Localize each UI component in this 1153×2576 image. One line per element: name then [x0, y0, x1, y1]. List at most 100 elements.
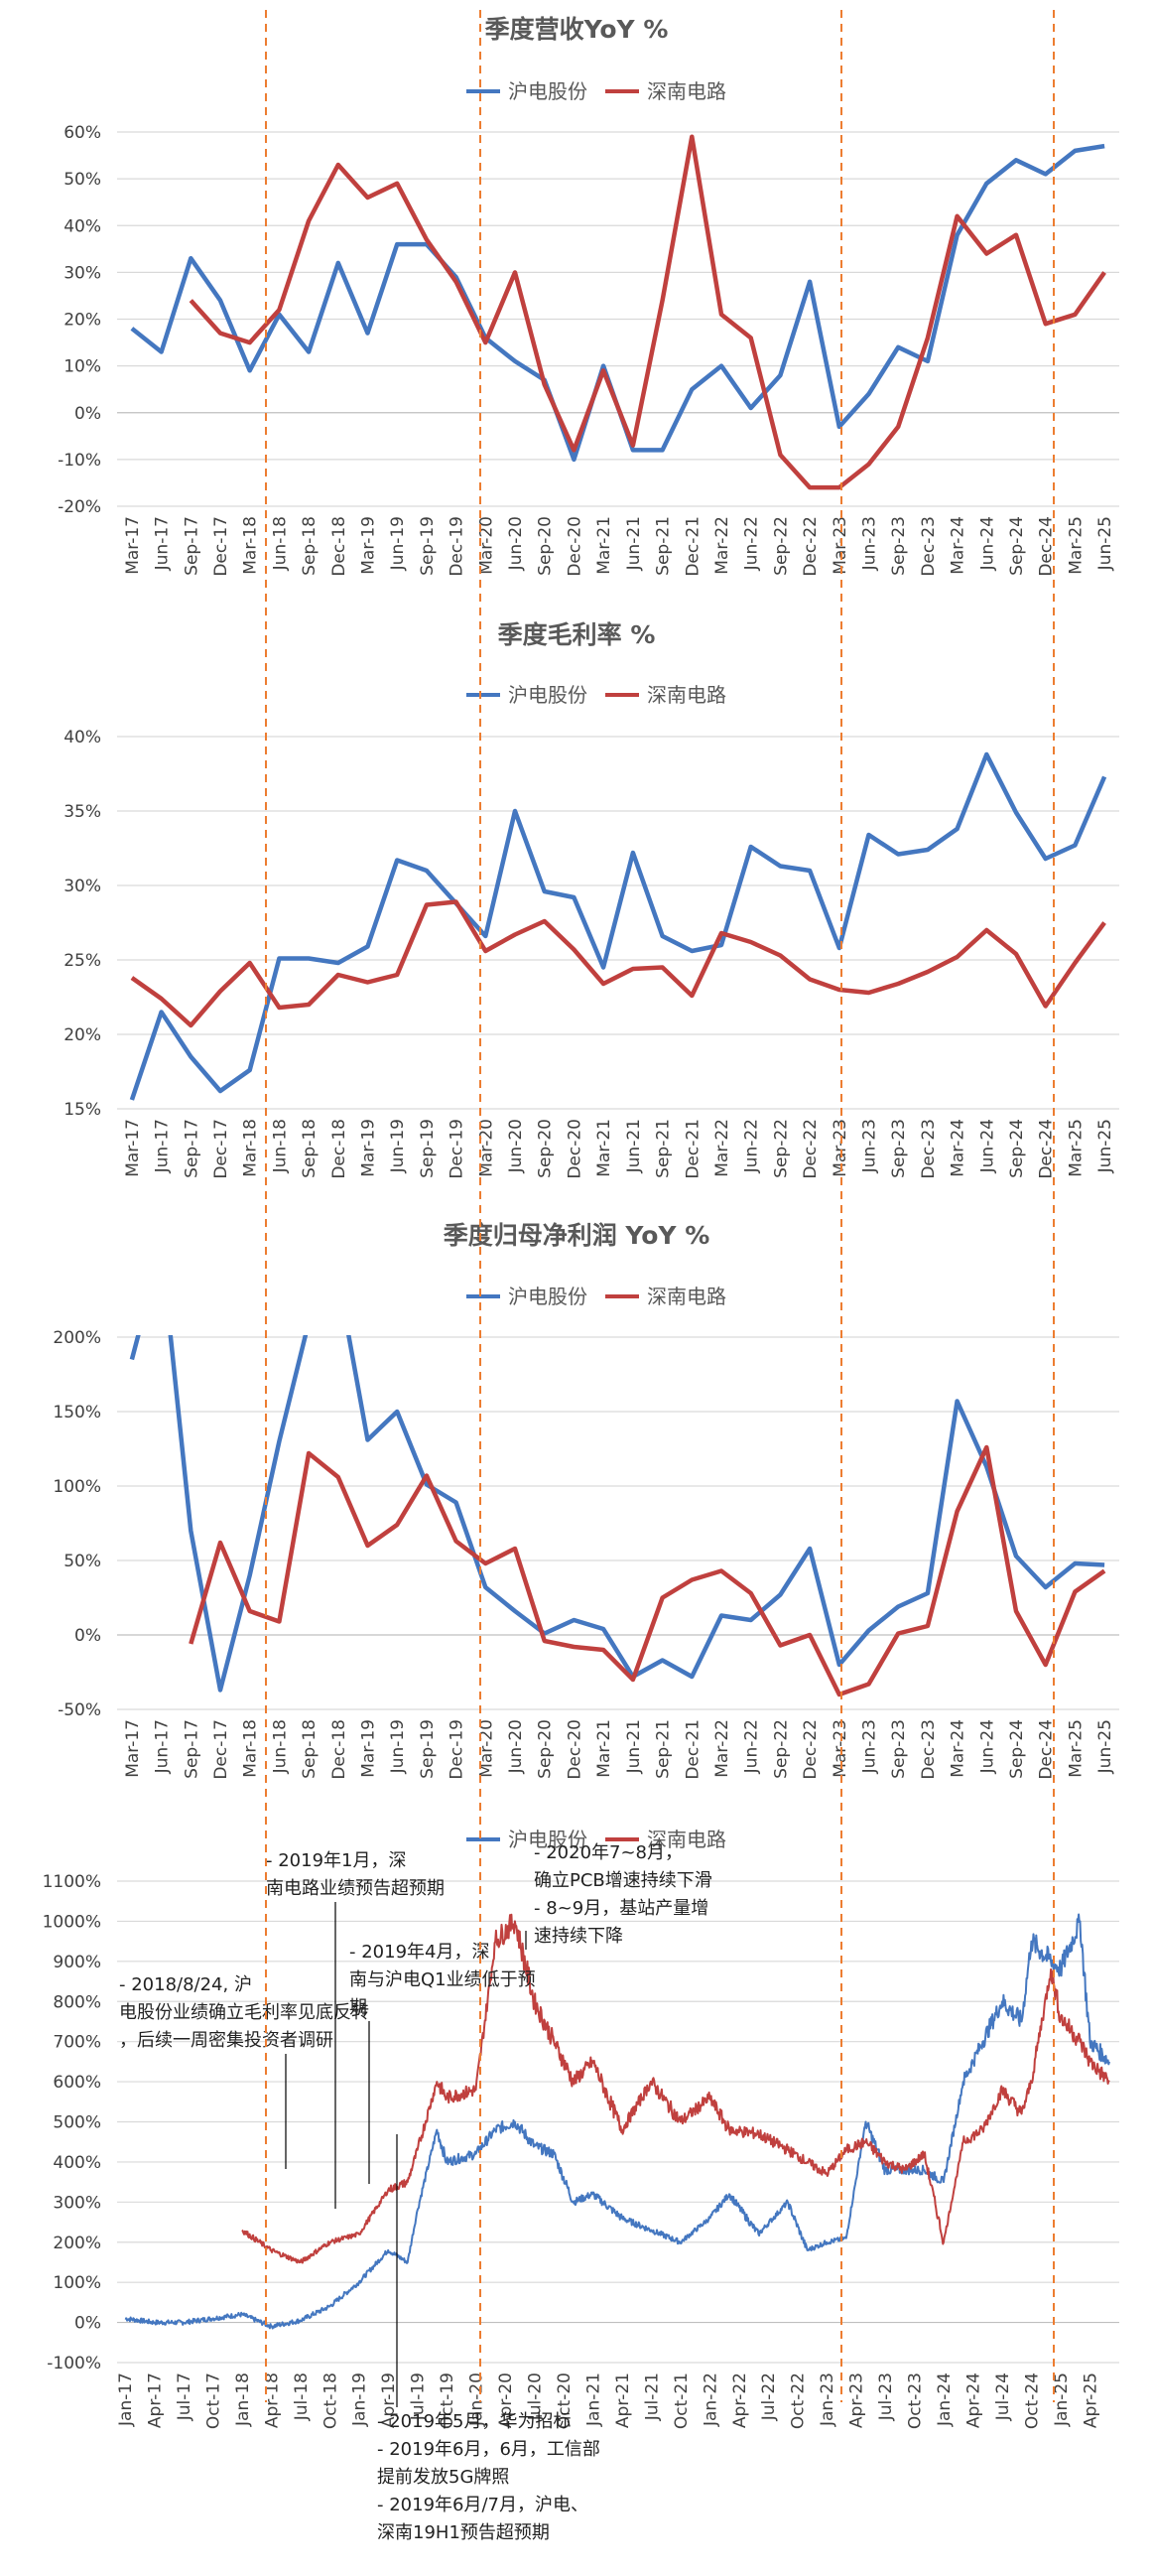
series-line-shennan: [189, 1444, 1106, 1697]
x-tick-label: Dec-23: [919, 516, 939, 577]
chart-title: 季度毛利率 %: [498, 620, 656, 649]
x-tick-label: Sep-20: [536, 1719, 556, 1779]
y-tick-label: 0%: [74, 404, 101, 424]
x-tick-label: Mar-23: [831, 516, 850, 575]
series-line-shennan: [130, 899, 1106, 1028]
y-tick-label: 1000%: [43, 1912, 101, 1932]
y-tick-label: 300%: [53, 2193, 101, 2213]
series-line-hudian: [129, 1335, 1105, 1693]
y-tick-label: 800%: [53, 1992, 101, 2012]
x-tick-label: Sep-18: [300, 1119, 320, 1178]
x-tick-label: Oct-19: [438, 2373, 457, 2429]
x-tick-label: Sep-22: [771, 1719, 791, 1779]
x-tick-label: Dec-18: [329, 1719, 349, 1780]
x-tick-label: Mar-19: [359, 1719, 379, 1778]
x-tick-label: Sep-22: [771, 1119, 791, 1178]
x-tick-label: Dec-24: [1037, 1119, 1057, 1179]
y-tick-label: 700%: [53, 2033, 101, 2053]
x-tick-label: Jul-22: [759, 2373, 779, 2421]
annotation-text: - 2019年4月，深南与沪电Q1业绩低于预期: [349, 1942, 536, 2018]
x-tick-label: Sep-24: [1007, 1119, 1027, 1178]
y-tick-label: 60%: [64, 123, 101, 143]
x-tick-label: Jan-21: [583, 2373, 603, 2427]
y-tick-label: 25%: [64, 951, 101, 971]
x-tick-label: Jun-18: [270, 1719, 290, 1774]
x-tick-label: Dec-17: [211, 1719, 231, 1780]
x-tick-label: Jan-18: [233, 2373, 253, 2427]
legend-label-shennan: 深南电路: [647, 683, 726, 707]
y-tick-label: 1100%: [43, 1872, 101, 1892]
x-tick-label: Jan-23: [818, 2373, 837, 2427]
x-tick-label: Oct-24: [1022, 2373, 1042, 2429]
legend-label-hudian: 沪电股份: [508, 1285, 587, 1308]
x-tick-label: Jun-21: [624, 516, 644, 571]
x-tick-label: Oct-20: [555, 2373, 575, 2429]
x-tick-label: Jul-24: [993, 2373, 1013, 2421]
x-tick-label: Jan-19: [350, 2373, 370, 2427]
x-tick-label: Jun-17: [153, 516, 173, 571]
x-tick-label: Mar-20: [476, 1719, 496, 1778]
x-tick-label: Jul-21: [642, 2373, 662, 2421]
y-tick-label: 30%: [64, 877, 101, 896]
x-tick-label: Sep-23: [889, 1119, 909, 1178]
x-tick-label: Jun-19: [388, 516, 408, 571]
chart-stock-performance: 沪电股份 深南电路 -100% 0% 100% 200% 300% 400% 500% 600% 7…: [43, 1828, 1119, 2543]
series-line-hudian: [129, 751, 1107, 1101]
x-tick-label: Sep-20: [536, 1119, 556, 1178]
y-tick-label: 40%: [64, 216, 101, 236]
y-tick-label: 15%: [64, 1100, 101, 1120]
x-tick-label: Dec-23: [919, 1719, 939, 1780]
x-tick-label: Jun-20: [506, 1719, 526, 1774]
x-tick-label: Jul-23: [876, 2373, 896, 2421]
legend-label-hudian: 沪电股份: [508, 1828, 587, 1851]
y-tick-label: -100%: [47, 2354, 101, 2373]
x-tick-label: Jun-24: [977, 1119, 997, 1173]
annotation: - 2019年4月，深南与沪电Q1业绩低于预期: [349, 1942, 536, 2184]
x-tick-label: Sep-22: [771, 516, 791, 576]
legend-label-shennan: 深南电路: [647, 79, 726, 103]
x-tick-label: Apr-24: [963, 2373, 983, 2428]
annotation: - 2018/8/24, 沪电股份业绩确立毛利率见底反转，后续一周密集投资者调研: [119, 1974, 369, 2169]
x-tick-label: Apr-18: [262, 2373, 282, 2428]
x-tick-label: Sep-17: [182, 1719, 201, 1779]
chart-title: 季度归母净利润 YoY %: [444, 1221, 710, 1250]
x-tick-label: Jan-20: [467, 2373, 487, 2427]
x-tick-label: Jan-25: [1052, 2373, 1072, 2427]
x-tick-label: Dec-20: [565, 1119, 584, 1179]
y-tick-label: 50%: [64, 1552, 101, 1571]
y-tick-label: 30%: [64, 263, 101, 283]
x-tick-label: Jul-18: [292, 2373, 312, 2421]
y-tick-label: -20%: [58, 497, 101, 517]
x-tick-label: Jun-23: [860, 1719, 880, 1774]
x-tick-label: Sep-20: [536, 516, 556, 576]
x-tick-label: Jan-24: [935, 2373, 955, 2427]
x-tick-label: Dec-19: [448, 1719, 467, 1780]
y-tick-label: 0%: [74, 1626, 101, 1646]
annotation: - 2020年7~8月，确立PCB增速持续下滑- 8~9月，基站产量增速持续下降: [525, 1842, 712, 1950]
y-tick-label: 100%: [53, 1477, 101, 1497]
chart-net-profit-yoy: 季度归母净利润 YoY % 沪电股份 深南电路 -50% 0% 50% 100% 150% 20…: [53, 1221, 1119, 1780]
x-tick-label: Mar-22: [712, 1119, 732, 1177]
x-tick-label: Dec-18: [329, 1119, 349, 1179]
x-tick-label: Dec-17: [211, 1119, 231, 1179]
x-tick-label: Mar-18: [241, 516, 261, 575]
y-tick-label: 400%: [53, 2153, 101, 2173]
y-tick-label: -50%: [58, 1700, 101, 1720]
y-tick-label: 150%: [53, 1403, 101, 1423]
y-tick-label: 35%: [64, 802, 101, 822]
x-tick-label: Mar-25: [1066, 1119, 1086, 1177]
x-tick-label: Jun-24: [977, 1719, 997, 1774]
x-tick-label: Oct-23: [906, 2373, 926, 2429]
x-tick-label: Mar-20: [476, 516, 496, 575]
y-tick-label: 600%: [53, 2073, 101, 2093]
legend-label-hudian: 沪电股份: [508, 683, 587, 707]
x-tick-label: Mar-19: [359, 1119, 379, 1177]
x-tick-label: Sep-21: [654, 516, 674, 576]
x-tick-label: Mar-19: [359, 516, 379, 575]
x-tick-label: Jun-23: [860, 1119, 880, 1173]
annotation-text: - 2018/8/24, 沪电股份业绩确立毛利率见底反转，后续一周密集投资者调研: [119, 1974, 369, 2051]
chart-revenue-yoy: 季度营收YoY % 沪电股份 深南电路 -20% -10% 0% 10% 20% 30% 40% 5…: [58, 15, 1119, 577]
x-tick-label: Apr-22: [730, 2373, 750, 2428]
x-tick-label: Apr-25: [1081, 2373, 1100, 2428]
y-tick-label: 0%: [74, 2314, 101, 2334]
